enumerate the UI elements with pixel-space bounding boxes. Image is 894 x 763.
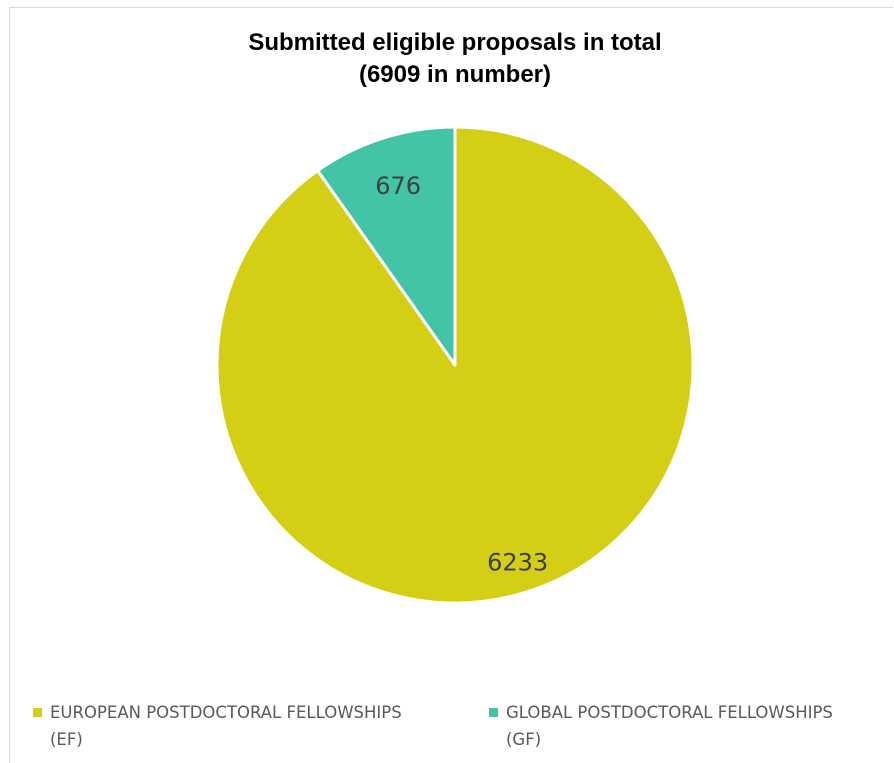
pie-slice-1 (316, 125, 457, 367)
chart-area (9, 7, 893, 763)
legend-swatch-ef (33, 708, 42, 717)
legend-label-ef-line2: (EF) (50, 730, 83, 749)
legend-label-gf-line1: GLOBAL POSTDOCTORAL FELLOWSHIPS (506, 703, 833, 722)
chart-subtitle: (6909 in number) (358, 61, 552, 88)
data-label-0: 6233 (487, 548, 548, 576)
legend-label-gf-line2: (GF) (506, 730, 542, 749)
data-label-1: 676 (375, 172, 421, 200)
legend-label-ef-line1: EUROPEAN POSTDOCTORAL FELLOWSHIPS (50, 703, 402, 722)
legend-swatch-gf (489, 708, 498, 717)
chart-title: Submitted eligible proposals in total (248, 29, 662, 56)
